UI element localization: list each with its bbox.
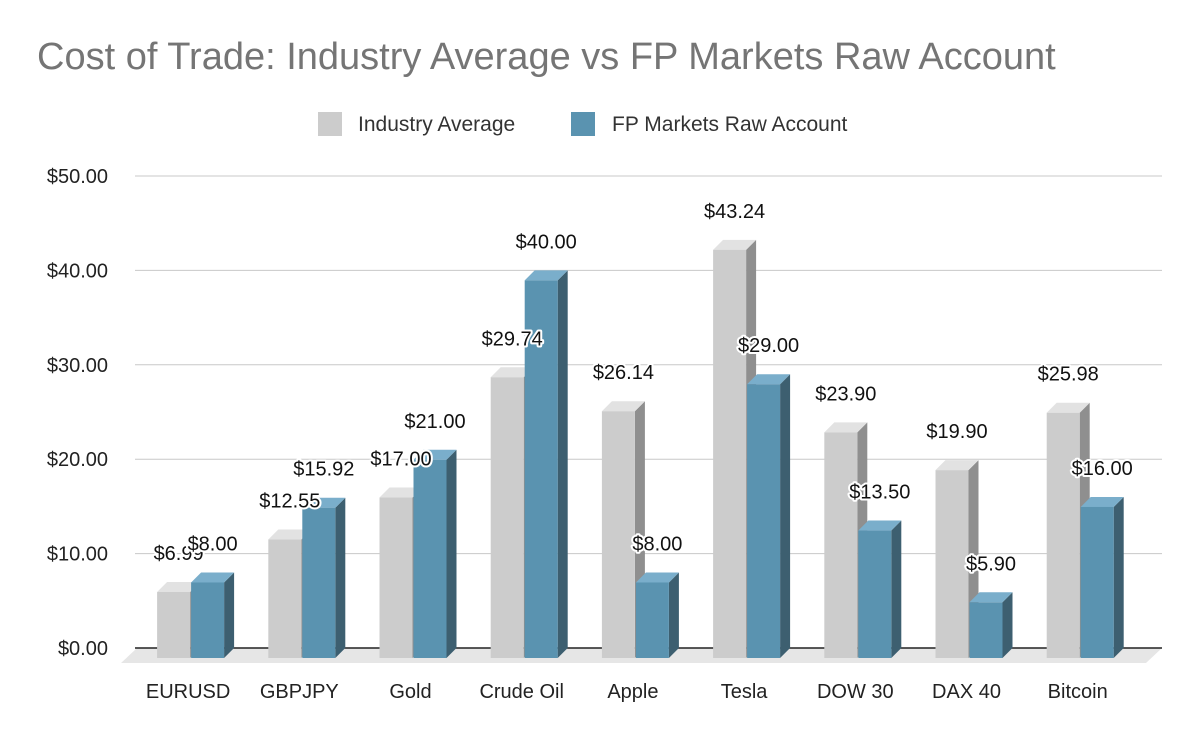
data-label: $26.14	[593, 362, 654, 384]
data-label: $13.50	[849, 482, 910, 504]
bar	[157, 592, 191, 658]
bar-top	[268, 529, 312, 540]
x-category-label: Crude Oil	[479, 681, 563, 703]
bar-top	[1046, 402, 1090, 413]
legend-swatch	[318, 112, 342, 136]
x-category-label: Bitcoin	[1048, 681, 1108, 703]
bar	[191, 582, 225, 658]
bar-side	[224, 572, 235, 658]
bar-top	[157, 582, 201, 593]
data-label: $29.74	[482, 328, 543, 350]
data-label: $23.90	[815, 383, 876, 405]
legend-label: Industry Average	[358, 113, 515, 136]
bar	[268, 539, 302, 658]
bar-top	[747, 374, 791, 385]
bar	[824, 432, 858, 658]
bar	[524, 280, 558, 658]
bar-top	[935, 460, 979, 471]
y-tick-label: $0.00	[58, 638, 108, 660]
bar	[302, 507, 336, 658]
data-label: $12.55	[259, 491, 320, 513]
bar	[1046, 412, 1080, 658]
bar-side	[1002, 592, 1013, 658]
y-tick-label: $10.00	[47, 544, 108, 566]
bar-top	[191, 572, 235, 583]
data-label: $21.00	[404, 411, 465, 433]
bar	[413, 459, 447, 658]
bar-top	[1080, 496, 1124, 507]
bar-top	[858, 520, 902, 531]
y-tick-label: $30.00	[47, 355, 108, 377]
data-label: $40.00	[516, 231, 577, 253]
bar	[490, 377, 524, 658]
bar-side	[335, 497, 346, 658]
bar-top	[635, 572, 679, 583]
y-tick-label: $20.00	[47, 449, 108, 471]
bar-side	[780, 374, 791, 658]
data-label: $17.00	[370, 449, 431, 471]
bar-side	[668, 572, 679, 658]
data-label: $6.99	[154, 543, 204, 565]
bar-top	[302, 497, 346, 508]
x-category-label: GBPJPY	[260, 681, 339, 703]
x-category-label: DAX 40	[932, 681, 1001, 703]
chart-title: Cost of Trade: Industry Average vs FP Ma…	[37, 36, 1056, 78]
data-label: $19.90	[926, 421, 987, 443]
bar-top	[824, 422, 868, 433]
bar-top	[379, 487, 423, 498]
y-tick-label: $50.00	[47, 166, 108, 188]
x-category-label: EURUSD	[146, 681, 230, 703]
bar-top	[490, 367, 534, 378]
data-label: $16.00	[1072, 458, 1133, 480]
data-label: $5.90	[966, 553, 1016, 575]
bar	[747, 384, 781, 658]
bar	[969, 602, 1003, 658]
bar-top	[713, 239, 757, 250]
x-category-label: Apple	[607, 681, 658, 703]
bar	[635, 582, 669, 658]
bar	[601, 411, 635, 658]
bar-top	[413, 449, 457, 460]
x-category-label: DOW 30	[817, 681, 894, 703]
bar-top	[601, 401, 645, 412]
bar-top	[969, 592, 1013, 603]
bar-side	[891, 520, 902, 658]
bar	[858, 530, 892, 658]
legend-swatch	[571, 112, 595, 136]
bar-side	[1113, 496, 1124, 658]
bar	[713, 249, 747, 659]
bar	[935, 470, 969, 658]
bar	[1080, 506, 1114, 658]
bar-side	[446, 449, 457, 658]
data-label: $15.92	[293, 459, 354, 481]
x-category-label: Gold	[389, 681, 431, 703]
data-label: $8.00	[188, 533, 238, 555]
bar	[379, 497, 413, 658]
legend-label: FP Markets Raw Account	[612, 113, 848, 136]
data-label: $29.00	[738, 335, 799, 357]
data-label: $25.98	[1038, 364, 1099, 386]
data-label: $8.00	[632, 533, 682, 555]
x-category-label: Tesla	[721, 681, 769, 703]
bar-side	[557, 270, 568, 658]
bar-top	[524, 270, 568, 281]
y-tick-label: $40.00	[47, 260, 108, 282]
data-label: $43.24	[704, 201, 765, 223]
